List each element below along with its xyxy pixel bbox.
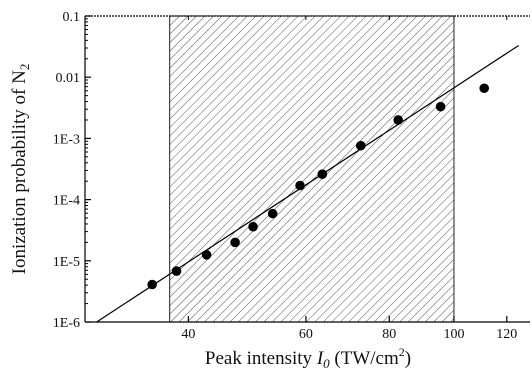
x-axis-title-units-end: ) (405, 348, 411, 369)
x-tick-label: 100 (443, 327, 464, 342)
x-tick-label: 60 (299, 327, 313, 342)
x-tick-label: 120 (496, 327, 517, 342)
y-axis-title-subscript: 2 (17, 64, 32, 71)
data-point (355, 140, 366, 151)
x-axis-title-symbol: I (316, 348, 325, 369)
data-point (147, 279, 157, 290)
y-tick-label: 1E-4 (53, 194, 80, 209)
data-point (201, 250, 212, 260)
axes (84, 15, 530, 323)
x-axis-title-units: (TW/cm (330, 348, 399, 369)
y-tick-label: 1E-5 (53, 255, 80, 270)
x-axis-title-superscript: 2 (399, 345, 405, 359)
x-axis-title: Peak intensity I0 (TW/cm2) (205, 345, 411, 371)
data-point (248, 221, 258, 232)
y-tick-label: 0.01 (56, 71, 81, 86)
data-point (317, 169, 328, 180)
y-tick-label: 0.1 (63, 10, 81, 25)
y-axis-title: Ionization probability of N2 (9, 64, 32, 275)
data-point (267, 208, 278, 219)
data-points (147, 83, 490, 290)
data-point (295, 180, 305, 191)
data-point (479, 83, 490, 94)
shaded-region (169, 15, 455, 323)
data-point (230, 237, 240, 248)
x-tick-label: 80 (382, 327, 396, 342)
data-point (171, 266, 182, 276)
ticks: 40 60 80 100 120 0.1 0.01 1E-3 1E-4 1E-5 1E-6 (53, 10, 518, 342)
y-tick-label: 1E-3 (53, 132, 80, 147)
y-tick-label: 1E-6 (53, 316, 80, 331)
data-point (393, 115, 403, 125)
x-axis-title-subscript: 0 (323, 356, 330, 371)
x-tick-label: 40 (181, 327, 195, 342)
data-point (435, 101, 446, 112)
y-axis-title-main: Ionization probability of N (9, 70, 30, 274)
x-axis-title-prefix: Peak intensity (205, 348, 317, 369)
